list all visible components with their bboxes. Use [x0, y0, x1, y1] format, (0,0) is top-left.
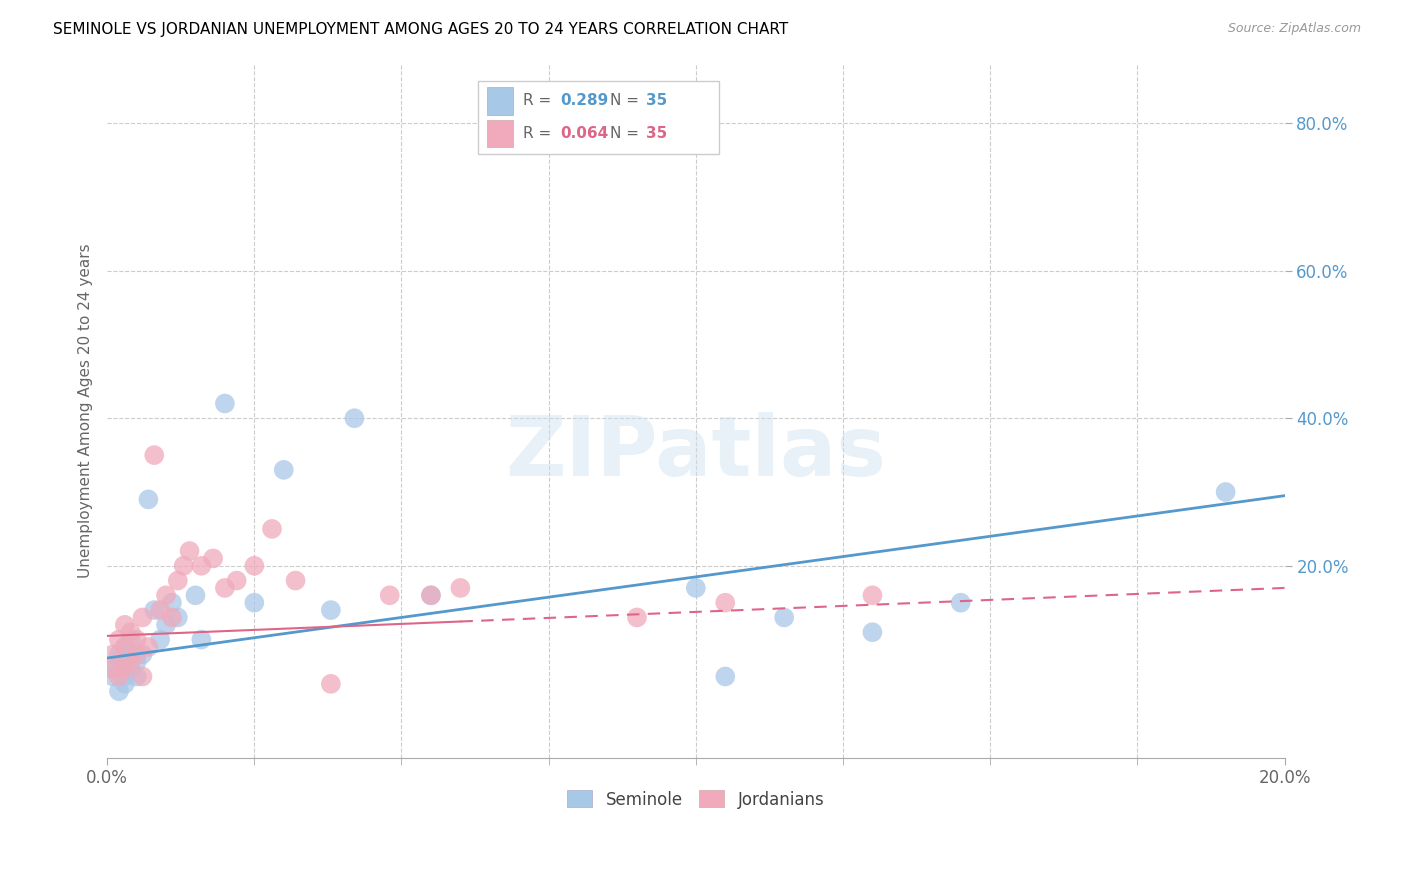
Point: [419, 588, 441, 602]
Point: [155, 617, 177, 632]
Point: [319, 677, 342, 691]
Point: [155, 588, 177, 602]
Bar: [488, 120, 513, 147]
Point: [108, 684, 131, 698]
Point: [131, 648, 153, 662]
Text: ZIPatlas: ZIPatlas: [505, 412, 886, 493]
Bar: [488, 87, 513, 115]
Y-axis label: Unemployment Among Ages 20 to 24 years: Unemployment Among Ages 20 to 24 years: [79, 244, 93, 578]
Point: [243, 596, 266, 610]
Point: [214, 581, 236, 595]
Point: [101, 662, 124, 676]
Point: [114, 640, 136, 654]
Point: [143, 448, 166, 462]
Text: SEMINOLE VS JORDANIAN UNEMPLOYMENT AMONG AGES 20 TO 24 YEARS CORRELATION CHART: SEMINOLE VS JORDANIAN UNEMPLOYMENT AMONG…: [53, 22, 789, 37]
Point: [149, 632, 172, 647]
Point: [949, 596, 972, 610]
Point: [125, 648, 148, 662]
Point: [190, 632, 212, 647]
Point: [138, 492, 160, 507]
Point: [120, 625, 142, 640]
Point: [131, 610, 153, 624]
Point: [101, 669, 124, 683]
Point: [225, 574, 247, 588]
Legend: Seminole, Jordanians: Seminole, Jordanians: [561, 784, 831, 815]
Point: [260, 522, 283, 536]
Point: [114, 655, 136, 669]
Point: [214, 396, 236, 410]
Text: N =: N =: [610, 126, 644, 141]
Point: [120, 662, 142, 676]
Point: [120, 648, 142, 662]
Point: [101, 662, 124, 676]
Point: [114, 677, 136, 691]
Point: [685, 581, 707, 595]
Point: [862, 625, 884, 640]
Point: [319, 603, 342, 617]
Point: [862, 588, 884, 602]
Point: [114, 640, 136, 654]
Point: [626, 610, 648, 624]
Point: [131, 669, 153, 683]
Point: [108, 648, 131, 662]
Point: [343, 411, 366, 425]
Point: [125, 632, 148, 647]
Point: [166, 610, 188, 624]
Point: [114, 669, 136, 683]
Point: [284, 574, 307, 588]
Text: 0.064: 0.064: [561, 126, 609, 141]
Point: [714, 669, 737, 683]
Point: [1215, 485, 1237, 500]
Text: 0.289: 0.289: [561, 94, 609, 108]
Point: [449, 581, 471, 595]
Text: R =: R =: [523, 94, 555, 108]
Text: Source: ZipAtlas.com: Source: ZipAtlas.com: [1227, 22, 1361, 36]
Point: [108, 669, 131, 683]
Point: [378, 588, 401, 602]
Point: [179, 544, 201, 558]
Point: [773, 610, 796, 624]
Point: [114, 662, 136, 676]
Point: [202, 551, 225, 566]
Point: [714, 596, 737, 610]
Text: 35: 35: [647, 94, 668, 108]
Text: N =: N =: [610, 94, 644, 108]
Text: 35: 35: [647, 126, 668, 141]
Point: [160, 610, 183, 624]
Point: [190, 558, 212, 573]
Point: [243, 558, 266, 573]
Point: [120, 632, 142, 647]
Point: [114, 617, 136, 632]
Text: R =: R =: [523, 126, 555, 141]
Point: [166, 574, 188, 588]
Point: [143, 603, 166, 617]
Point: [101, 648, 124, 662]
Point: [108, 662, 131, 676]
Point: [125, 655, 148, 669]
FancyBboxPatch shape: [478, 81, 720, 154]
Point: [160, 596, 183, 610]
Point: [184, 588, 207, 602]
Point: [273, 463, 295, 477]
Point: [108, 632, 131, 647]
Point: [149, 603, 172, 617]
Point: [125, 669, 148, 683]
Point: [173, 558, 195, 573]
Point: [419, 588, 441, 602]
Point: [120, 655, 142, 669]
Point: [138, 640, 160, 654]
